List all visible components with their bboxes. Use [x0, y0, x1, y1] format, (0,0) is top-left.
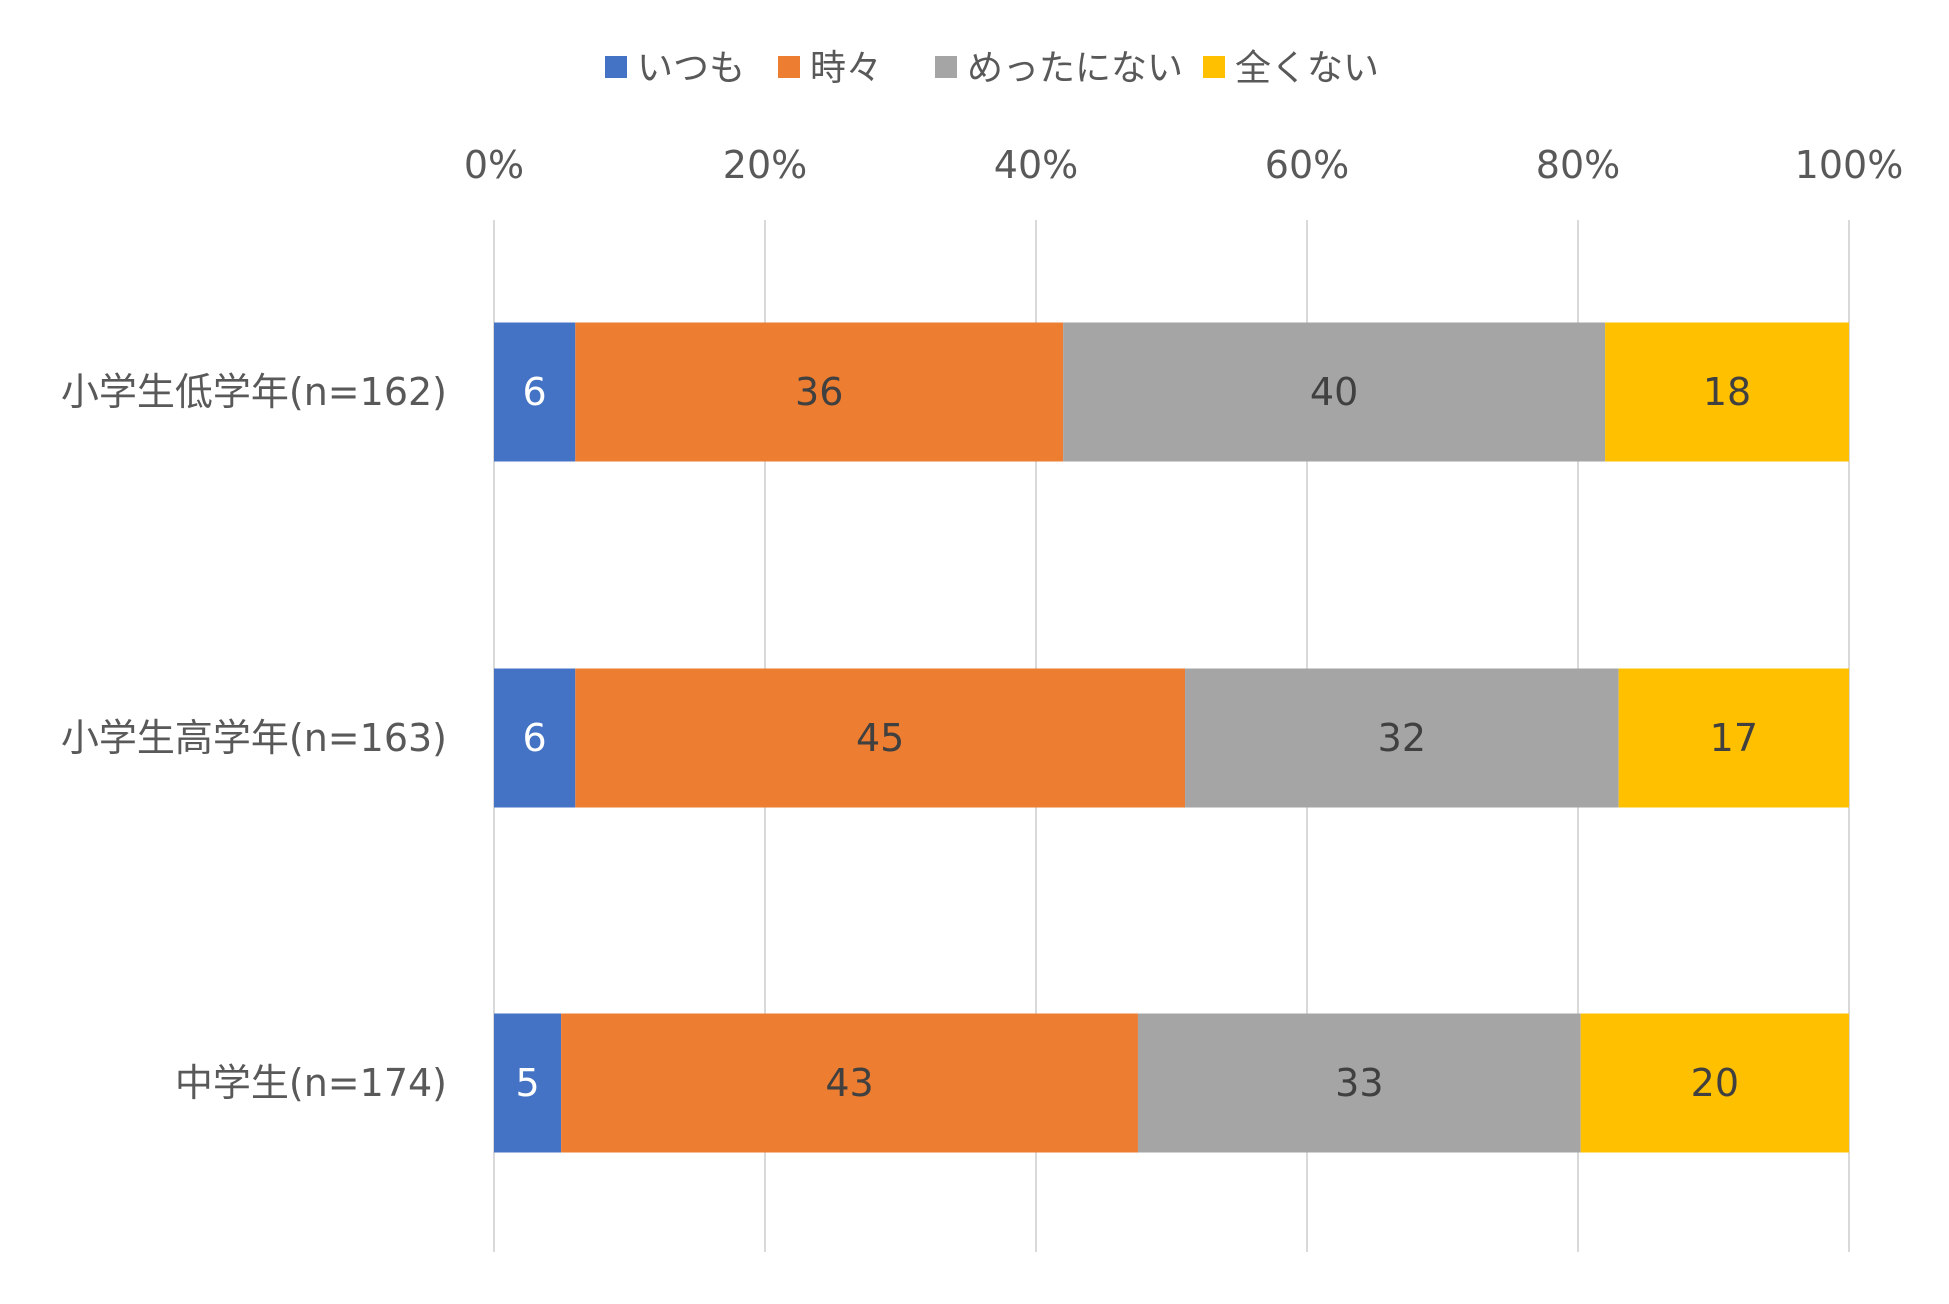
- data-label: 5: [515, 1061, 539, 1105]
- legend: いつも 時々 めったにない 全くない: [605, 48, 1379, 89]
- bar-segment: [1185, 668, 1619, 808]
- x-tick-label: 40%: [994, 143, 1078, 187]
- data-label: 43: [825, 1061, 873, 1105]
- category-labels: 小学生低学年(n=162) 小学生高学年(n=163) 中学生(n=174): [61, 370, 447, 1105]
- x-tick-label: 0%: [464, 143, 524, 187]
- data-label: 18: [1703, 370, 1751, 414]
- bar-segment: [575, 322, 1064, 462]
- bar-segment: [575, 668, 1186, 808]
- x-tick-label: 80%: [1536, 143, 1620, 187]
- category-label: 小学生低学年(n=162): [61, 370, 447, 414]
- bar-segment: [1063, 322, 1606, 462]
- bar-segment: [561, 1013, 1138, 1153]
- bar-segment: [494, 1013, 562, 1153]
- legend-label: めったにない: [967, 48, 1183, 89]
- bar-segment: [1137, 1013, 1581, 1153]
- data-label: 20: [1691, 1061, 1739, 1105]
- legend-swatch: [778, 56, 800, 78]
- data-label: 40: [1310, 370, 1358, 414]
- legend-swatch: [935, 56, 957, 78]
- bars: 6 36 40 18 6 45 32 17 5 43 33 20: [494, 322, 1849, 1153]
- legend-swatch: [605, 56, 627, 78]
- x-tick-label: 100%: [1795, 143, 1904, 187]
- category-label: 小学生高学年(n=163): [61, 716, 447, 760]
- bar-segment: [494, 668, 576, 808]
- x-axis-ticks: 0% 20% 40% 60% 80% 100%: [464, 143, 1903, 187]
- legend-label: 全くない: [1235, 48, 1379, 89]
- data-label: 32: [1378, 716, 1426, 760]
- legend-label: いつも: [637, 48, 745, 89]
- data-label: 6: [523, 716, 547, 760]
- data-label: 45: [856, 716, 904, 760]
- category-label: 中学生(n=174): [175, 1061, 447, 1105]
- bar-segment: [1618, 668, 1849, 808]
- data-label: 33: [1335, 1061, 1383, 1105]
- x-tick-label: 20%: [723, 143, 807, 187]
- data-label: 36: [795, 370, 843, 414]
- data-label: 6: [523, 370, 547, 414]
- x-tick-label: 60%: [1265, 143, 1349, 187]
- bar-segment: [1605, 322, 1849, 462]
- legend-label: 時々: [810, 48, 882, 89]
- bar-segment: [494, 322, 576, 462]
- data-label: 17: [1710, 716, 1758, 760]
- legend-swatch: [1203, 56, 1225, 78]
- bar-segment: [1580, 1013, 1849, 1153]
